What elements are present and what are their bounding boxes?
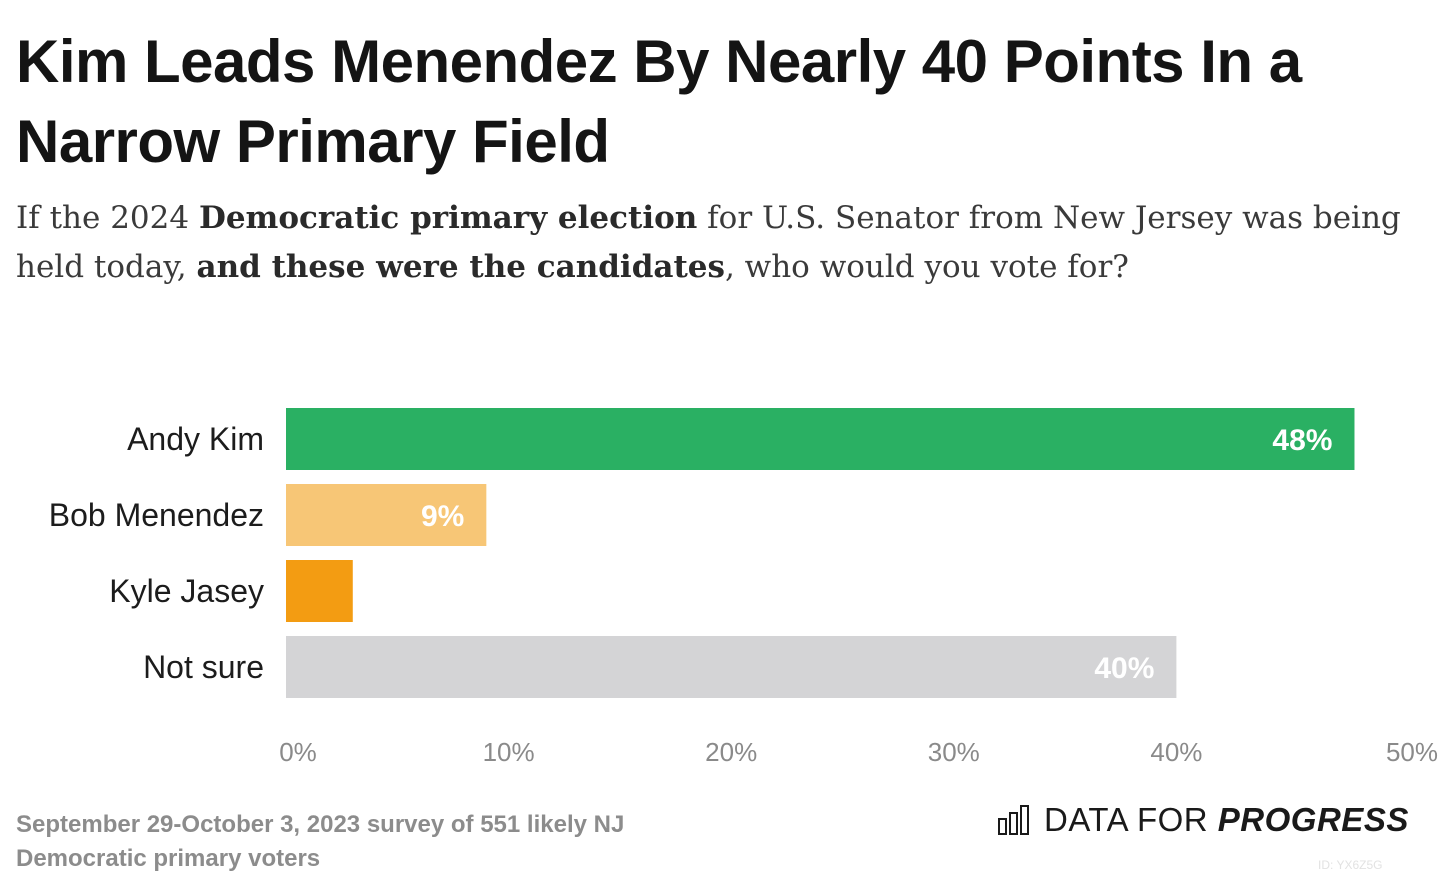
subtitle-text-3: , who would you vote for? (724, 249, 1129, 285)
category-label-bob-menendez: Bob Menendez (49, 497, 264, 533)
subtitle-bold-2: and these were the candidates (196, 249, 725, 285)
bar-chart: Andy Kim 48% Bob Menendez 9% Kyle Jasey Not s… (49, 408, 1438, 767)
chart-subtitle: If the 2024 Democratic primary election … (16, 194, 1416, 292)
value-label-andy-kim: 48% (1272, 424, 1332, 457)
value-label-bob-menendez: 9% (421, 500, 464, 533)
category-label-kyle-jasey: Kyle Jasey (109, 573, 264, 609)
bar-andy-kim (286, 408, 1355, 470)
bar-bob-menendez (286, 484, 487, 546)
brand-name: DATA FOR PROGRESS (1044, 801, 1409, 839)
subtitle-text-2: for U.S. Senator from New Jersey was bei… (16, 200, 1401, 285)
survey-footnote: September 29-October 3, 2023 survey of 5… (16, 811, 625, 872)
chart-id: ID: YX6Z5G (1318, 858, 1383, 872)
bar-kyle-jasey (286, 560, 353, 622)
bar-chart-logo-icon (998, 805, 1029, 835)
x-tick-label: 10% (483, 737, 535, 767)
bar-not-sure (286, 636, 1177, 698)
brand-name-part1: DATA FOR (1044, 801, 1218, 838)
brand-logo: DATA FOR PROGRESS (998, 798, 1409, 842)
x-tick-label: 50% (1386, 737, 1438, 767)
category-label-not-sure: Not sure (143, 649, 264, 685)
x-tick-label: 20% (705, 737, 757, 767)
chart-title: Kim Leads Menendez By Nearly 40 Points I… (16, 28, 1302, 175)
value-label-not-sure: 40% (1094, 652, 1154, 685)
subtitle-bold-1: Democratic primary election (198, 200, 698, 236)
x-tick-label: 30% (928, 737, 980, 767)
subtitle-text-1: If the 2024 (16, 200, 199, 236)
x-tick-label: 0% (279, 737, 317, 767)
category-label-andy-kim: Andy Kim (127, 421, 264, 457)
brand-name-part2: PROGRESS (1217, 801, 1409, 838)
x-tick-label: 40% (1150, 737, 1202, 767)
